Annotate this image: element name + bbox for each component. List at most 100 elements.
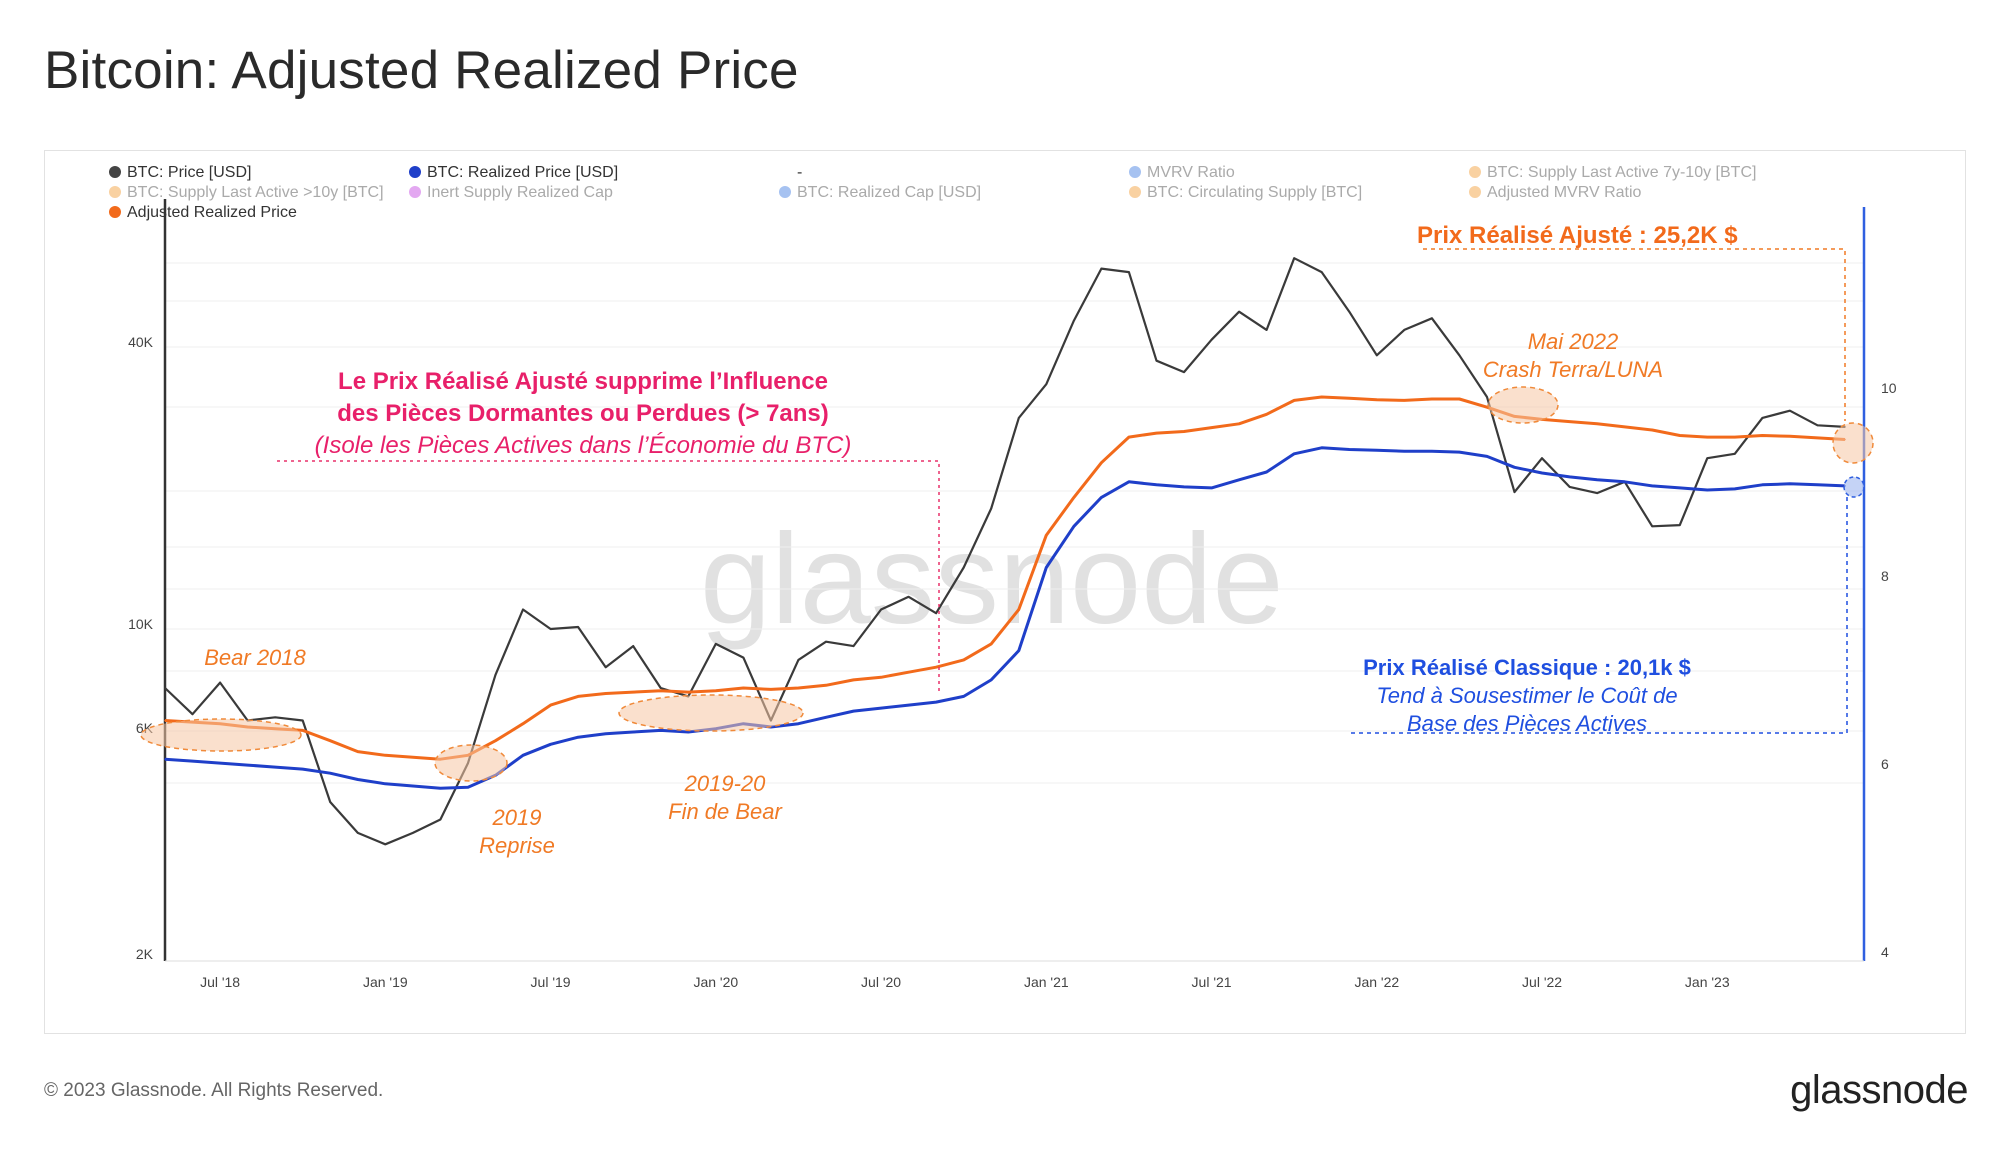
series-0-point <box>1789 409 1791 412</box>
series-0-point <box>1045 383 1048 385</box>
legend-swatch <box>1469 186 1481 198</box>
leader-classic <box>1351 497 1848 734</box>
y-tick-40k: 40K <box>128 334 154 350</box>
series-2-point <box>907 671 910 673</box>
series-2-point <box>1155 432 1158 434</box>
ellipse-bear-2018 <box>140 718 302 752</box>
legend-label: Adjusted Realized Price <box>127 204 297 221</box>
series-1-point <box>439 787 442 789</box>
series-2-point <box>1679 434 1681 437</box>
series-2-point <box>825 684 827 687</box>
series-0-point <box>1541 457 1543 460</box>
annotation-classic-line2: Tend à Sousestimer le Coût de <box>1376 683 1677 708</box>
series-2-point <box>1045 534 1048 536</box>
legend-label: BTC: Realized Price [USD] <box>427 164 618 181</box>
series-2-point <box>797 687 800 689</box>
legend-item[interactable]: BTC: Realized Price [USD] <box>409 164 618 181</box>
series-1-point <box>1486 455 1488 458</box>
annotation-adjusted-price: Prix Réalisé Ajusté : 25,2K $ <box>1417 222 1738 249</box>
series-1-point <box>1734 488 1736 490</box>
series-2-point <box>742 687 745 689</box>
series-1-point <box>1679 487 1681 489</box>
series-0-point <box>494 674 497 676</box>
series-0-point <box>1293 257 1295 259</box>
annotation-classic-line1: Prix Réalisé Classique : 20,1k $ <box>1363 655 1691 680</box>
y-right-tick-4: 4 <box>1881 944 1889 960</box>
series-1-point <box>246 764 249 766</box>
series-2-point <box>1376 398 1378 401</box>
y-right-tick-8: 8 <box>1881 568 1889 584</box>
series-1-point <box>604 732 607 735</box>
annotation-reprise-word: Reprise <box>479 833 555 858</box>
leader-adjusted <box>1423 248 1846 421</box>
legend-item[interactable]: Adjusted MVRV Ratio <box>1469 184 1642 201</box>
series-0-point <box>301 719 304 722</box>
x-tick-label: Jul '20 <box>861 974 901 990</box>
legend-item[interactable]: MVRV Ratio <box>1129 164 1235 181</box>
legend-item[interactable]: BTC: Price [USD] <box>109 164 251 181</box>
legend-label: Adjusted MVRV Ratio <box>1487 184 1642 201</box>
series-2-point <box>1789 435 1791 438</box>
legend-item[interactable]: BTC: Realized Cap [USD] <box>779 184 981 201</box>
ellipse-realized-end <box>1843 476 1865 498</box>
series-1-point <box>164 758 166 760</box>
series-1-point <box>1018 649 1020 652</box>
series-1-point <box>687 731 690 733</box>
series-1-point <box>1073 525 1075 528</box>
legend-item[interactable]: BTC: Supply Last Active 7y-10y [BTC] <box>1469 164 1756 181</box>
footer-logo: glassnode <box>1790 1068 1968 1112</box>
series-line-1 <box>164 446 1846 790</box>
legend-item[interactable]: BTC: Circulating Supply [BTC] <box>1129 184 1362 201</box>
series-0-point <box>1596 492 1598 494</box>
series-0-point <box>1706 457 1709 460</box>
legend-item[interactable]: BTC: Supply Last Active >10y [BTC] <box>109 184 384 201</box>
series-0-point <box>852 645 855 647</box>
grid-lines <box>165 262 1865 784</box>
series-1-point <box>219 762 221 764</box>
series-2-point <box>1265 413 1268 416</box>
legend-swatch <box>1129 166 1141 178</box>
series-2-point <box>1568 420 1571 423</box>
annotation-classic-line3: Base des Pièces Actives <box>1407 711 1647 736</box>
legend-swatch <box>409 166 421 178</box>
series-0-point <box>880 608 882 611</box>
annotation-finbear-text: Fin de Bear <box>668 799 783 824</box>
series-0-point <box>907 596 910 598</box>
series-1-point <box>1568 476 1571 478</box>
series-1-point <box>1651 485 1653 487</box>
series-1-point <box>467 786 469 789</box>
series-0-point <box>1155 359 1158 362</box>
series-0-point <box>1183 371 1185 373</box>
x-tick-label: Jul '19 <box>531 974 571 990</box>
series-0-point <box>990 507 992 510</box>
series-2-point <box>1293 399 1295 402</box>
ellipse-2019-20 <box>618 694 804 732</box>
series-0-point <box>577 626 579 628</box>
series-2-point <box>659 689 662 692</box>
series-2-point <box>1761 434 1764 437</box>
series-0-point <box>825 640 827 643</box>
series-0-point <box>1761 417 1764 419</box>
series-0-point <box>1816 424 1819 427</box>
series-2-point <box>1210 426 1213 429</box>
series-2-point <box>1348 397 1351 400</box>
series-line-0 <box>164 257 1846 846</box>
series-1-point <box>1541 472 1543 474</box>
series-2-point <box>329 739 332 742</box>
legend-item[interactable]: Adjusted Realized Price <box>109 204 297 221</box>
x-tick-label: Jan '22 <box>1354 974 1399 990</box>
series-2-point <box>1403 399 1406 402</box>
series-0-point <box>1238 310 1240 313</box>
x-tick-label: Jan '23 <box>1685 974 1730 990</box>
legend-item[interactable]: Inert Supply Realized Cap <box>409 184 613 201</box>
ellipse-luna <box>1487 386 1559 424</box>
legend-swatch <box>409 186 421 198</box>
series-2-point <box>1320 396 1323 398</box>
series-1-point <box>632 731 634 733</box>
series-2-point <box>577 695 579 698</box>
legend-item[interactable]: - <box>797 164 802 181</box>
series-0-point <box>274 716 276 719</box>
legend-swatch <box>109 166 121 178</box>
series-1-point <box>274 766 276 768</box>
legend-label: BTC: Supply Last Active >10y [BTC] <box>127 184 384 201</box>
